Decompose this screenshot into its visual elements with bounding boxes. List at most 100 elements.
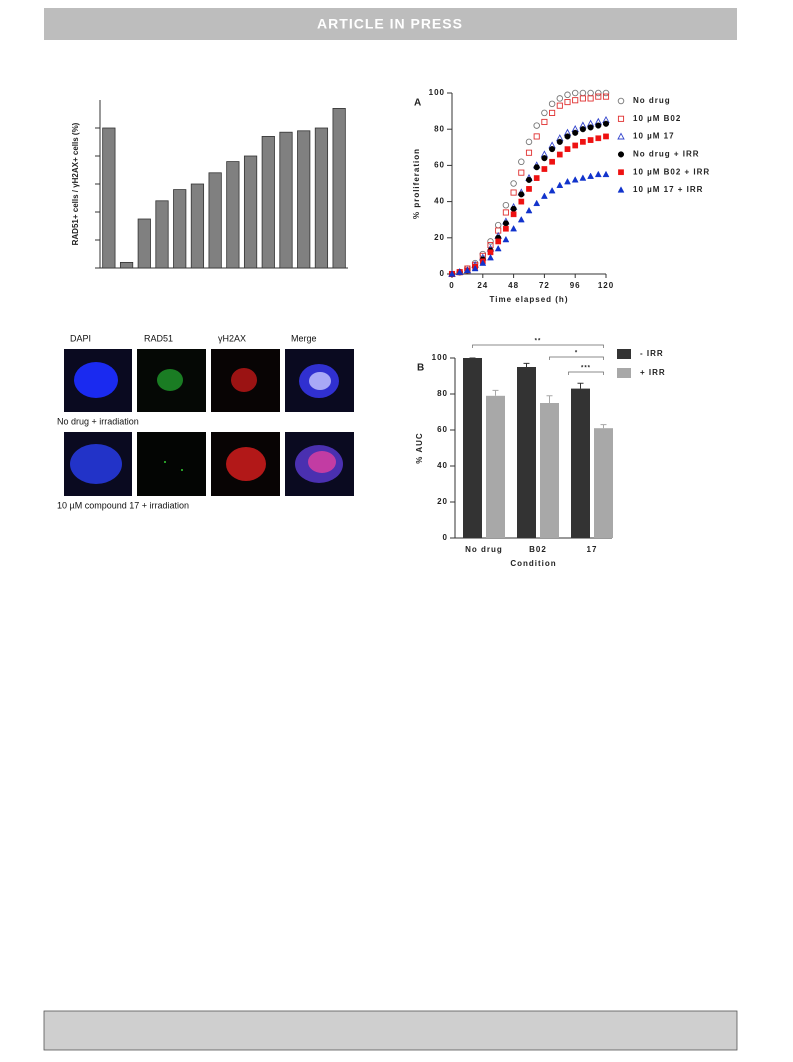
significance-bracket <box>549 356 604 360</box>
channel-label: Merge <box>291 333 317 343</box>
legend-label: No drug <box>633 96 671 105</box>
marker <box>463 266 471 274</box>
y-tick-label: 80 <box>434 124 445 133</box>
bar <box>137 218 151 269</box>
marker <box>556 95 564 102</box>
marker <box>487 238 494 245</box>
micrographs <box>64 349 354 496</box>
marker <box>580 139 586 145</box>
marker <box>617 132 625 140</box>
marker <box>548 100 556 108</box>
marker <box>603 133 609 140</box>
marker <box>525 138 533 146</box>
marker <box>587 124 594 131</box>
marker <box>533 164 540 171</box>
marker <box>548 187 556 194</box>
marker <box>510 211 517 218</box>
marker <box>471 264 479 272</box>
bar <box>314 127 329 269</box>
marker <box>549 146 556 153</box>
y-tick-label: 20 <box>437 497 448 506</box>
significance-label: ** <box>535 339 542 345</box>
marker <box>595 93 602 100</box>
marker <box>510 205 517 212</box>
marker <box>579 174 587 181</box>
marker <box>587 172 595 179</box>
marker <box>541 109 548 117</box>
marker <box>448 270 456 277</box>
marker <box>518 191 525 198</box>
bar <box>571 388 590 538</box>
marker <box>602 93 610 100</box>
marker <box>533 122 540 129</box>
x-tick-label: 120 <box>598 281 614 290</box>
nucleus <box>70 444 122 484</box>
y-tick-label: 20 <box>434 233 445 242</box>
foci <box>231 368 257 392</box>
marker <box>502 235 510 243</box>
significance-bracket <box>568 371 604 375</box>
bar <box>261 135 275 269</box>
marker <box>564 146 571 152</box>
marker <box>526 186 532 192</box>
legend-swatch <box>617 368 631 378</box>
bar <box>208 172 222 269</box>
marker <box>556 151 563 158</box>
marker <box>602 89 610 97</box>
y-axis-label: % proliferation <box>412 148 421 219</box>
legend-label: 10 µM B02 <box>633 114 681 123</box>
marker <box>525 149 533 156</box>
marker <box>525 176 533 183</box>
marker <box>564 91 571 99</box>
foci <box>226 447 266 481</box>
footer-bar <box>43 1010 738 1051</box>
error-bar <box>546 395 553 403</box>
marker <box>541 155 548 162</box>
marker <box>579 89 587 97</box>
marker <box>602 170 610 178</box>
marker <box>541 118 548 126</box>
y-tick-label: 60 <box>434 161 445 170</box>
y-axis-label: RAD51+ cells / γH2AX+ cells (%) <box>71 122 80 245</box>
foci <box>309 372 331 390</box>
bar <box>540 403 559 538</box>
marker <box>502 209 509 216</box>
marker <box>571 176 579 183</box>
marker <box>494 244 502 252</box>
marker <box>518 198 525 205</box>
marker <box>556 102 563 109</box>
marker <box>594 170 602 178</box>
significance-label: *** <box>581 366 591 372</box>
x-axis-label: Time elapsed (h) <box>490 295 569 304</box>
bar <box>190 183 205 269</box>
marker <box>549 158 555 165</box>
x-tick-label: No drug <box>465 545 503 554</box>
header-title: ARTICLE IN PRESS <box>317 16 463 32</box>
marker <box>456 268 464 275</box>
header-bar <box>44 8 737 40</box>
error-bar <box>600 424 607 429</box>
marker <box>587 89 594 97</box>
error-bar <box>577 382 584 389</box>
marker <box>533 133 540 140</box>
marker <box>595 89 602 97</box>
y-tick-label: 40 <box>434 197 445 206</box>
bar <box>332 108 346 269</box>
marker <box>487 253 494 261</box>
legend-label: 10 µM 17 <box>633 132 675 141</box>
marker <box>540 192 548 199</box>
nucleus <box>74 362 118 398</box>
chart: 0 20 40 60 80 100 % AUC Condition B No drug B02 17 -… <box>415 339 665 569</box>
legend-label: - IRR <box>640 349 664 358</box>
marker <box>617 151 625 158</box>
marker <box>571 89 579 97</box>
marker <box>510 180 517 187</box>
bar <box>486 395 505 538</box>
row-caption: 10 µM compound 17 + irradiation <box>57 500 189 510</box>
marker <box>510 225 518 232</box>
x-tick-label: 48 <box>508 281 519 290</box>
marker <box>556 138 563 145</box>
foci <box>308 451 336 473</box>
y-axis-label: % AUC <box>415 432 424 463</box>
y-tick-label: 0 <box>440 269 445 278</box>
